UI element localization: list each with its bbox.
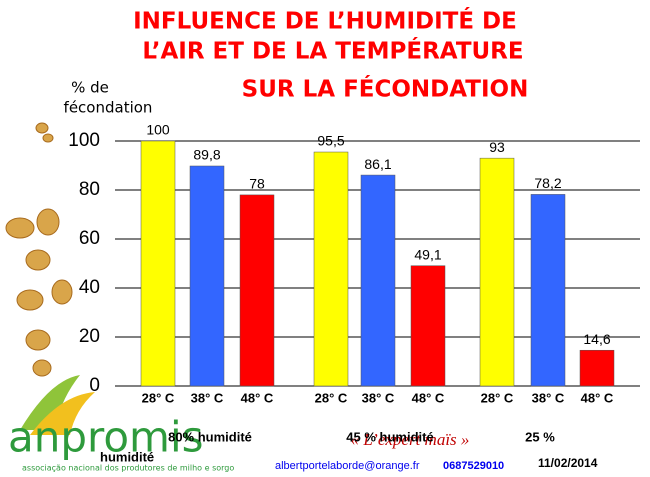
bar (140, 140, 176, 387)
date: 11/02/2014 (538, 456, 598, 470)
phone: 0687529010 (443, 460, 504, 472)
x-tick-label: 48° C (241, 390, 274, 405)
value-label: 49,1 (414, 246, 441, 262)
x-tick-label: 38° C (532, 390, 565, 405)
y-tick-label: 40 (79, 277, 100, 298)
logo (20, 375, 95, 435)
bar (479, 157, 515, 387)
logo-text: anpromis (8, 413, 204, 462)
x-tick-label: 48° C (581, 390, 614, 405)
logo-subtitle: associação nacional dos produtores de mi… (22, 464, 234, 473)
value-label: 95,5 (317, 133, 344, 149)
title-line: SUR LA FÉCONDATION (242, 75, 529, 103)
value-label: 78 (249, 176, 265, 192)
value-label: 89,8 (193, 147, 220, 163)
bar (579, 349, 615, 387)
y-tick-label: 60 (79, 228, 100, 249)
bar (410, 265, 446, 387)
group-label: 25 % (525, 429, 555, 444)
title-line: L’AIR ET DE LA TEMPÉRATURE (142, 37, 523, 65)
bar (239, 194, 275, 387)
value-label: 93 (489, 139, 505, 155)
x-tick-label: 28° C (481, 390, 514, 405)
value-label: 86,1 (364, 156, 391, 172)
group-label: humidité (100, 449, 154, 464)
y-tick-label: 20 (79, 326, 100, 347)
email: albertportelaborde@orange.fr (275, 460, 420, 472)
y-label: % de (71, 79, 109, 97)
corn-kernels (5, 122, 73, 377)
x-tick-label: 28° C (142, 390, 175, 405)
group-label: 45 % humidité (346, 429, 433, 444)
y-tick-label: 80 (79, 179, 100, 200)
bar (189, 165, 225, 387)
bar (313, 151, 349, 387)
value-label: 14,6 (583, 331, 610, 347)
y-tick-label: 0 (89, 375, 100, 396)
group-label: 80% humidité (168, 429, 252, 444)
value-label: 100 (146, 122, 170, 138)
x-tick-label: 38° C (362, 390, 395, 405)
slogan: « L’expert maïs » (351, 430, 470, 449)
x-tick-label: 28° C (315, 390, 348, 405)
y-label: fécondation (64, 99, 153, 117)
bar (530, 194, 566, 387)
x-tick-label: 48° C (412, 390, 445, 405)
title-line: INFLUENCE DE L’HUMIDITÉ DE (133, 7, 517, 35)
bar (360, 174, 396, 387)
x-tick-label: 38° C (191, 390, 224, 405)
value-label: 78,2 (534, 175, 561, 191)
y-tick-label: 100 (68, 130, 100, 151)
